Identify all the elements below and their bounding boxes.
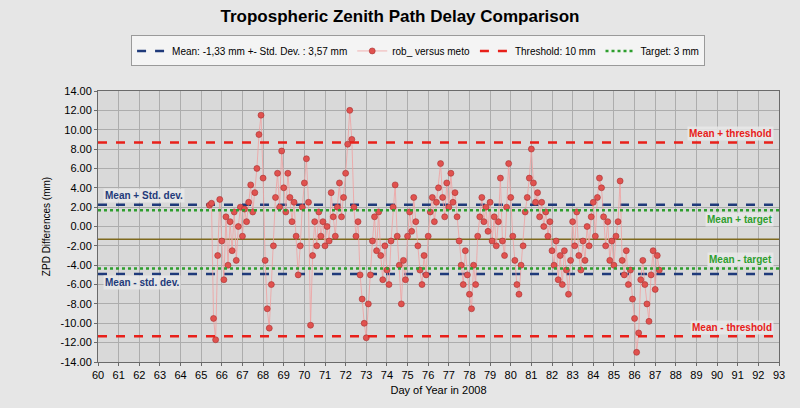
- svg-text:76: 76: [422, 369, 434, 381]
- svg-text:Tropospheric Zenith Path Delay: Tropospheric Zenith Path Delay Compariso…: [221, 7, 580, 26]
- svg-text:12.00: 12.00: [64, 104, 92, 116]
- svg-text:2.00: 2.00: [70, 201, 91, 213]
- svg-text:62: 62: [133, 369, 145, 381]
- svg-text:84: 84: [587, 369, 599, 381]
- svg-text:66: 66: [216, 369, 228, 381]
- svg-text:69: 69: [278, 369, 290, 381]
- svg-text:ZPD Differences (mm): ZPD Differences (mm): [41, 177, 52, 276]
- svg-text:Mean: -1,33 mm +- Std. Dev. :: Mean: -1,33 mm +- Std. Dev. : 3,57 mm: [172, 46, 347, 57]
- svg-text:86: 86: [628, 369, 640, 381]
- svg-text:83: 83: [567, 369, 579, 381]
- svg-text:-6.00: -6.00: [67, 278, 92, 290]
- svg-text:92: 92: [752, 369, 764, 381]
- svg-text:74: 74: [381, 369, 393, 381]
- svg-text:Mean - std. dev.: Mean - std. dev.: [105, 277, 179, 288]
- svg-text:75: 75: [401, 369, 413, 381]
- svg-text:-10.00: -10.00: [61, 317, 92, 329]
- svg-text:Mean + target: Mean + target: [707, 214, 772, 225]
- svg-text:64: 64: [174, 369, 186, 381]
- svg-text:80: 80: [505, 369, 517, 381]
- svg-text:Mean + threshold: Mean + threshold: [689, 128, 772, 139]
- svg-text:-2.00: -2.00: [67, 240, 92, 252]
- svg-text:10.00: 10.00: [64, 124, 92, 136]
- svg-text:rob_ versus meto: rob_ versus meto: [392, 46, 470, 57]
- svg-text:87: 87: [649, 369, 661, 381]
- svg-text:60: 60: [92, 369, 104, 381]
- svg-text:Threshold: 10 mm: Threshold: 10 mm: [515, 46, 596, 57]
- svg-text:Mean + Std. dev.: Mean + Std. dev.: [105, 190, 183, 201]
- svg-text:-8.00: -8.00: [67, 298, 92, 310]
- svg-text:88: 88: [670, 369, 682, 381]
- svg-text:-4.00: -4.00: [67, 259, 92, 271]
- svg-text:6.00: 6.00: [70, 162, 91, 174]
- svg-text:72: 72: [340, 369, 352, 381]
- svg-text:81: 81: [525, 369, 537, 381]
- svg-text:73: 73: [360, 369, 372, 381]
- svg-text:4.00: 4.00: [70, 182, 91, 194]
- svg-text:61: 61: [113, 369, 125, 381]
- svg-text:70: 70: [298, 369, 310, 381]
- svg-text:14.00: 14.00: [64, 85, 92, 97]
- svg-text:91: 91: [732, 369, 744, 381]
- svg-text:8.00: 8.00: [70, 143, 91, 155]
- svg-text:82: 82: [546, 369, 558, 381]
- svg-text:67: 67: [236, 369, 248, 381]
- svg-text:Target: 3 mm: Target: 3 mm: [641, 46, 699, 57]
- svg-text:65: 65: [195, 369, 207, 381]
- svg-text:0.00: 0.00: [70, 220, 91, 232]
- svg-text:Day of Year in 2008: Day of Year in 2008: [390, 384, 486, 396]
- svg-text:90: 90: [711, 369, 723, 381]
- svg-text:79: 79: [484, 369, 496, 381]
- svg-text:89: 89: [690, 369, 702, 381]
- svg-text:Mean - target: Mean - target: [709, 254, 772, 265]
- svg-text:93: 93: [773, 369, 785, 381]
- svg-text:77: 77: [443, 369, 455, 381]
- svg-text:Mean - threshold: Mean - threshold: [692, 322, 772, 333]
- svg-text:68: 68: [257, 369, 269, 381]
- svg-text:63: 63: [154, 369, 166, 381]
- svg-text:85: 85: [608, 369, 620, 381]
- svg-text:71: 71: [319, 369, 331, 381]
- svg-text:-12.00: -12.00: [61, 336, 92, 348]
- svg-text:-14.00: -14.00: [61, 356, 92, 368]
- svg-text:78: 78: [463, 369, 475, 381]
